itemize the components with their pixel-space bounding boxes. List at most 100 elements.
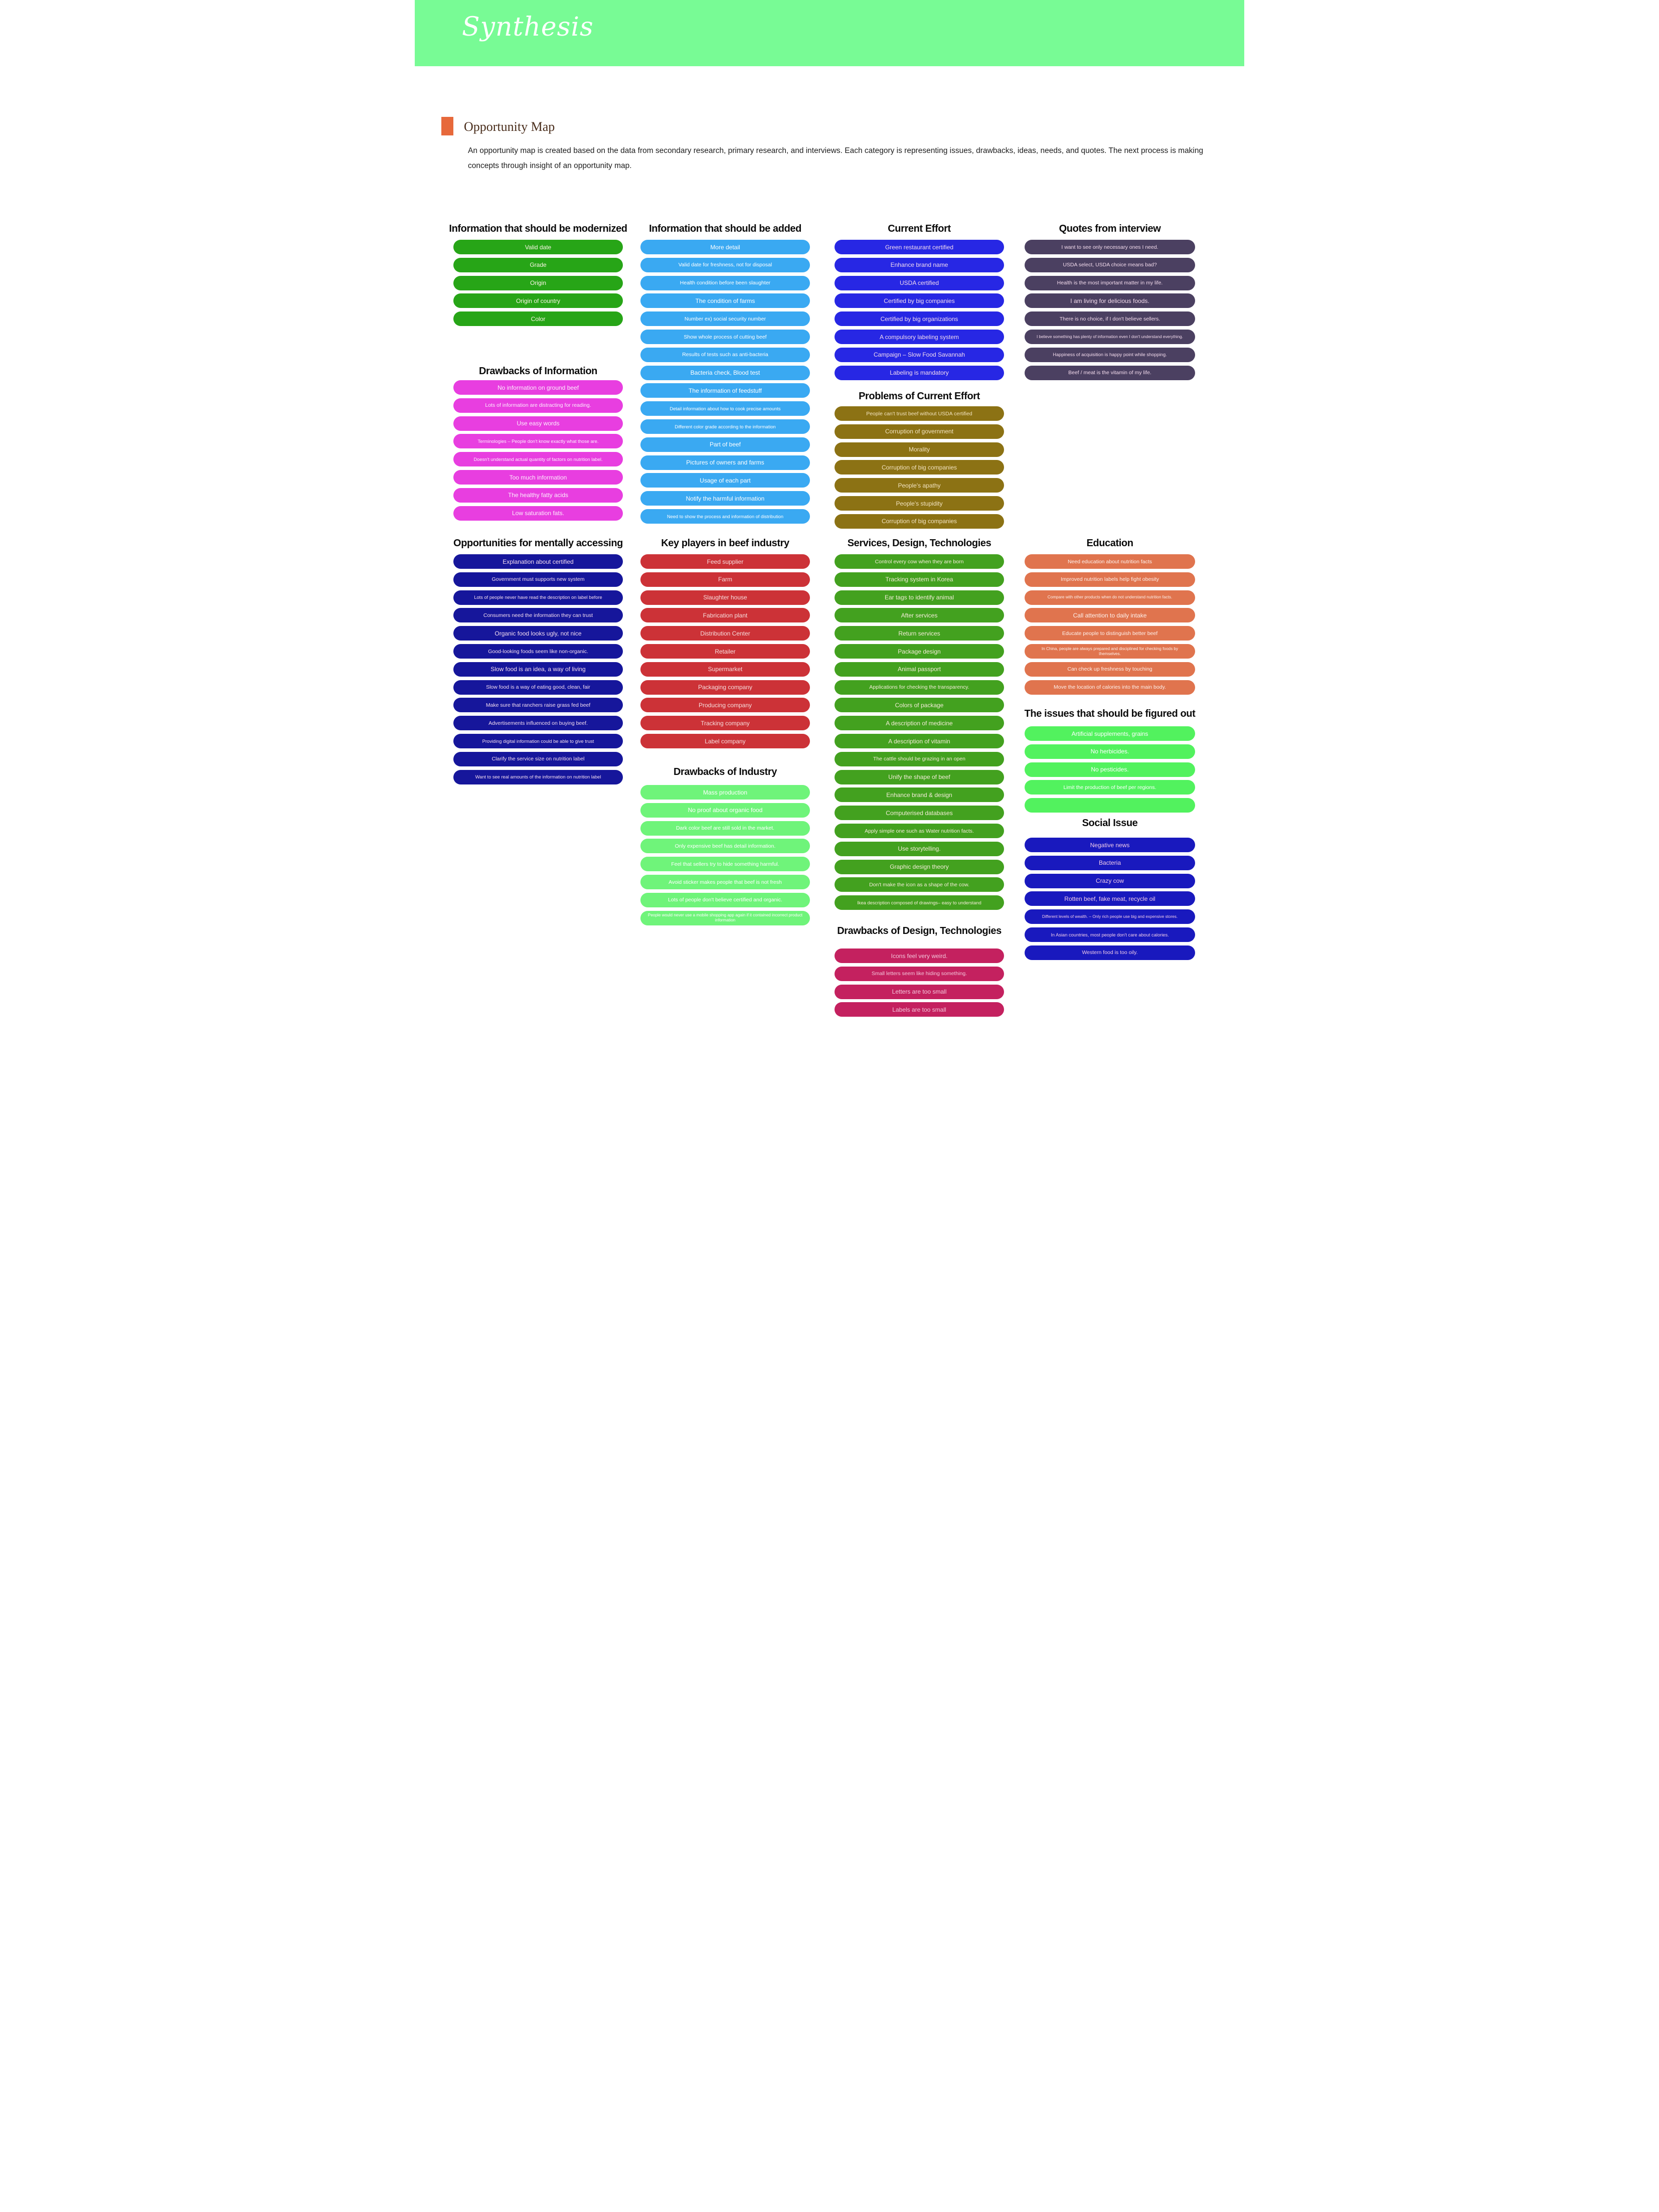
section-marker (441, 117, 453, 135)
pill: In China, people are always prepared and… (1025, 644, 1195, 659)
section-title-issues: The issues that should be figured out (1024, 708, 1196, 719)
pill: Applications for checking the transparen… (835, 680, 1004, 695)
pill: People's stupidity (835, 496, 1004, 511)
pill: Results of tests such as anti-bacteria (640, 347, 810, 362)
pill: Valid date for freshness, not for dispos… (640, 257, 810, 272)
pill: More detail (640, 240, 810, 254)
pill: Part of beef (640, 437, 810, 452)
pill: Packaging company (640, 680, 810, 695)
pill: Need to show the process and information… (640, 509, 810, 524)
pill: Morality (835, 442, 1004, 457)
pill: Package design (835, 644, 1004, 659)
section-title-drawbacks_design: Drawbacks of Design, Technologies (837, 925, 1002, 936)
pill: Negative news (1025, 838, 1195, 852)
pill: Computerised databases (835, 806, 1004, 821)
pill: After services (835, 608, 1004, 623)
pill: Tracking company (640, 716, 810, 731)
pill: Grade (453, 257, 623, 272)
pill: Supermarket (640, 662, 810, 677)
pill: There is no choice, if I don't believe s… (1025, 311, 1195, 327)
pill: Lots of people never have read the descr… (453, 590, 623, 605)
pill: Beef / meat is the vitamin of my life. (1025, 365, 1195, 380)
section-title-drawbacks_info: Drawbacks of Information (479, 365, 597, 377)
pill: Origin (453, 275, 623, 290)
page-title: Opportunity Map (464, 119, 555, 134)
pill: The healthy fatty acids (453, 488, 623, 503)
pill: Use storytelling. (835, 841, 1004, 856)
pill: Feel that sellers try to hide something … (640, 857, 810, 872)
pill: Health is the most important matter in m… (1025, 275, 1195, 290)
pill: Health condition before been slaughter (640, 275, 810, 290)
section-title-drawbacks_industry: Drawbacks of Industry (673, 766, 777, 777)
pill: Happiness of acquisition is happy point … (1025, 347, 1195, 362)
pill: Slaughter house (640, 590, 810, 605)
pill: Pictures of owners and farms (640, 455, 810, 470)
pill: Crazy cow (1025, 873, 1195, 888)
pill: Farm (640, 572, 810, 587)
pill: Icons feel very weird. (835, 949, 1004, 963)
pill: Low saturation fats. (453, 506, 623, 521)
pill: Graphic design theory (835, 859, 1004, 874)
pill: Too much information (453, 470, 623, 485)
pill: Providing digital information could be a… (453, 734, 623, 748)
pill: Green restaurant certified (835, 240, 1004, 254)
pill: USDA certified (835, 275, 1004, 290)
pill: Don't make the icon as a shape of the co… (835, 877, 1004, 892)
pill: Return services (835, 626, 1004, 641)
pill: Show whole process of cutting beef (640, 330, 810, 344)
pill: No information on ground beef (453, 380, 623, 395)
pill: Enhance brand name (835, 257, 1004, 272)
pill: Need education about nutrition facts (1025, 554, 1195, 569)
pill: Slow food is a way of eating good, clean… (453, 680, 623, 695)
section-title-social: Social Issue (1082, 817, 1138, 829)
pill: Clarify the service size on nutrition la… (453, 751, 623, 766)
section-title-current_effort: Current Effort (888, 223, 951, 234)
pill: Valid date (453, 240, 623, 254)
pill: Corruption of government (835, 424, 1004, 439)
pill: Animal passport (835, 662, 1004, 677)
pill: Terminologies – People don't know exactl… (453, 434, 623, 449)
pill: Retailer (640, 644, 810, 659)
pill: Bacteria check, Blood test (640, 365, 810, 380)
pill: Usage of each part (640, 473, 810, 488)
pill: Slow food is an idea, a way of living (453, 662, 623, 677)
pill: Notify the harmful information (640, 491, 810, 506)
pill: Labeling is mandatory (835, 365, 1004, 380)
pill: Letters are too small (835, 984, 1004, 999)
pill: Control every cow when they are born (835, 554, 1004, 569)
pill: People's apathy (835, 478, 1004, 493)
pill: Move the location of calories into the m… (1025, 680, 1195, 695)
pill: Label company (640, 734, 810, 748)
pill: Advertisements influenced on buying beef… (453, 716, 623, 731)
pill: Can check up freshness by touching (1025, 662, 1195, 677)
pill: A description of vitamin (835, 734, 1004, 748)
pill: Make sure that ranchers raise grass fed … (453, 698, 623, 713)
pill: No herbicides. (1025, 744, 1195, 759)
pill: Number ex) social security number (640, 311, 810, 327)
pill (1025, 798, 1195, 813)
section-title-services: Services, Design, Technologies (847, 537, 991, 549)
pill: Fabrication plant (640, 608, 810, 623)
pill: Want to see real amounts of the informat… (453, 769, 623, 784)
pill: Western food is too oily. (1025, 945, 1195, 960)
pill: Ikea description composed of drawings– e… (835, 895, 1004, 910)
pill: People can't trust beef without USDA cer… (835, 406, 1004, 421)
pill: Enhance brand & design (835, 787, 1004, 803)
pill: Campaign – Slow Food Savannah (835, 347, 1004, 362)
pill: I want to see only necessary ones I need… (1025, 240, 1195, 254)
pill: Certified by big organizations (835, 311, 1004, 327)
pill: Use easy words (453, 416, 623, 431)
pill: A compulsory labeling system (835, 330, 1004, 344)
pill: Avoid sticker makes people that beef is … (640, 875, 810, 889)
pill: Producing company (640, 698, 810, 713)
pill: Colors of package (835, 698, 1004, 713)
pill: Bacteria (1025, 855, 1195, 870)
pill: Lots of information are distracting for … (453, 398, 623, 413)
pill: I am living for delicious foods. (1025, 293, 1195, 308)
poster-page: Synthesis Opportunity Map An opportunity… (415, 0, 1244, 1106)
intro-paragraph: An opportunity map is created based on t… (468, 146, 1204, 171)
pill: Artificial supplements, grains (1025, 726, 1195, 741)
pill: Good-looking foods seem like non-organic… (453, 644, 623, 659)
pill: I believe something has plenty of inform… (1025, 330, 1195, 344)
section-title-problems_effort: Problems of Current Effort (859, 390, 980, 402)
